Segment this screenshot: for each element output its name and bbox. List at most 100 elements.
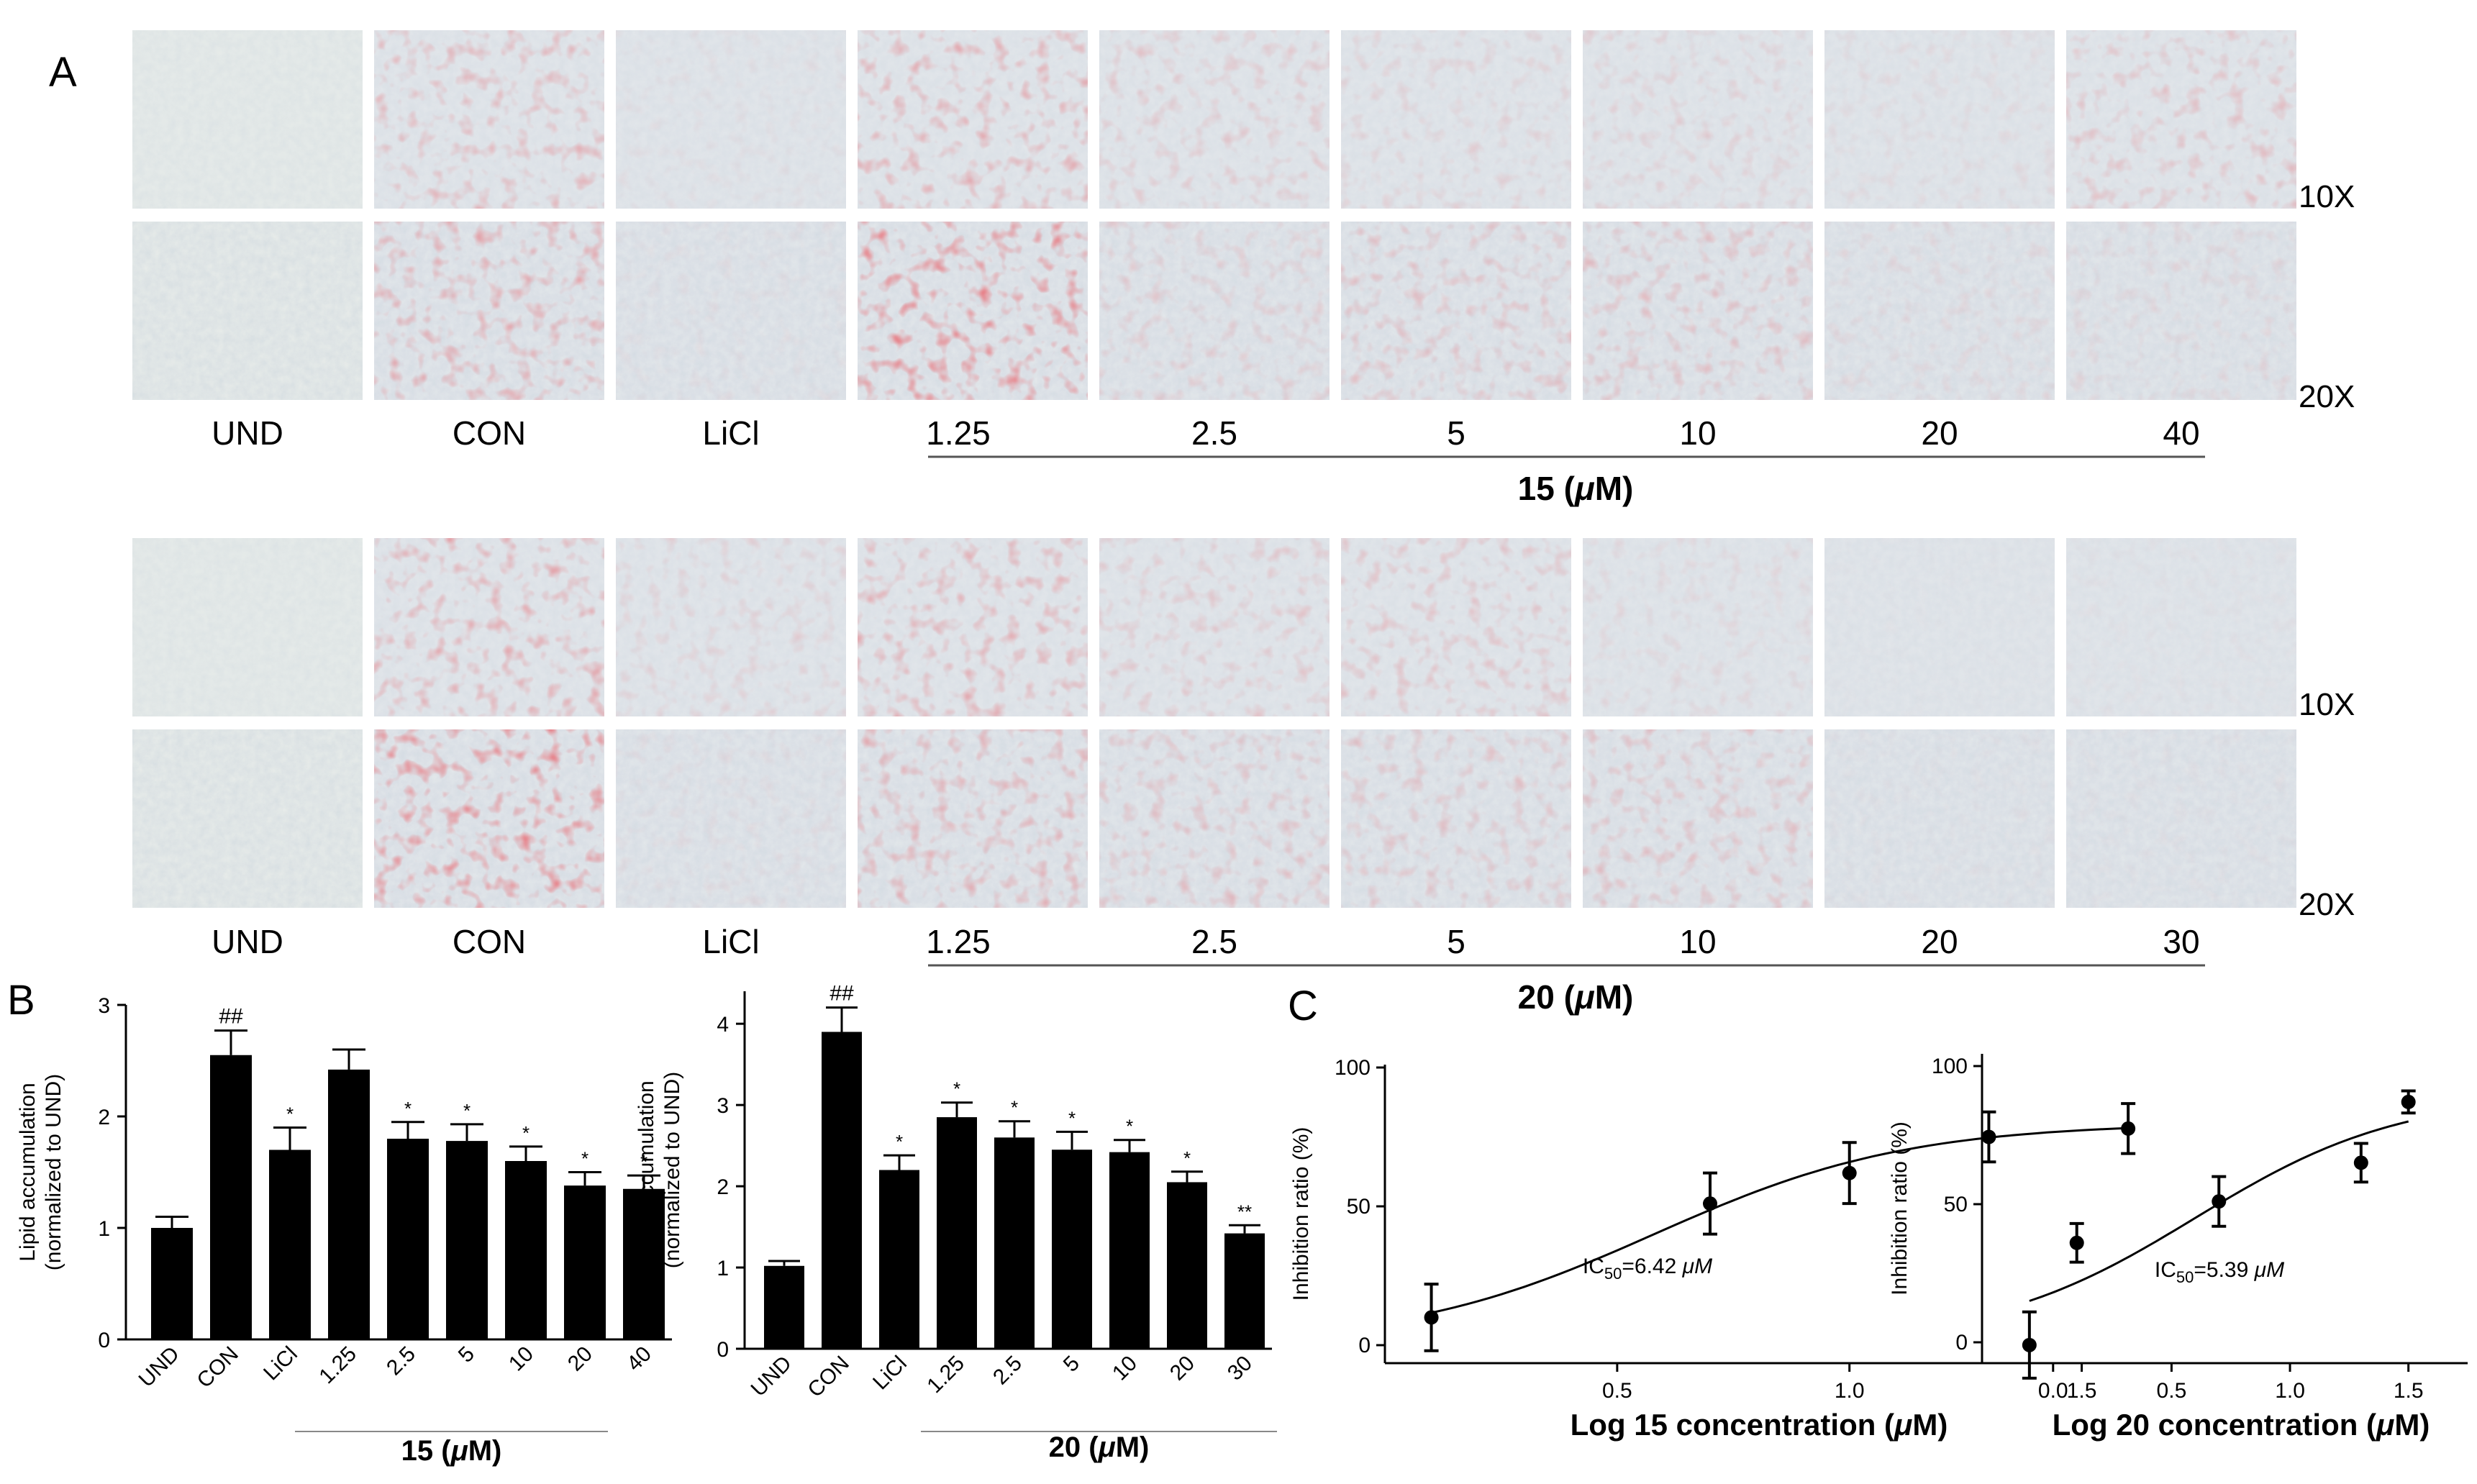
bar [151,1228,193,1339]
lipid-stain [1824,30,2055,209]
lipid-stain [1341,222,1571,400]
lipid-stain [374,222,604,400]
bar [210,1055,252,1339]
category-label: LiCl [868,1352,912,1395]
significance-mark: * [953,1078,960,1100]
condition-label: 2.5 [1191,414,1237,452]
condition-label: 2.5 [1191,923,1237,960]
micrograph-cells [132,538,363,716]
lipid-stain [616,538,846,716]
bar-chart-2: 0 1 2 3 4 Lipid accumulation (normalized to UN… [635,982,1277,1463]
condition-label: 20 [1921,923,1958,960]
data-point [2121,1121,2136,1136]
bar [1167,1182,1207,1349]
bar [764,1265,804,1349]
lipid-stain [2066,30,2296,209]
condition-label: 20 [1921,414,1958,452]
category-label: 1.25 [314,1342,361,1389]
fitted-curve [1431,1126,2129,1314]
lipid-stain [374,729,604,908]
data-point [2401,1094,2416,1109]
mu-symbol: μ [1573,978,1595,1016]
lipid-stain [616,30,846,209]
x-tick-label: 1.0 [1835,1379,1865,1403]
y-axis-label: Inhibition ratio (%) [1289,1127,1313,1301]
significance-mark: * [463,1100,471,1121]
category-label: UND [747,1352,796,1401]
data-point [1424,1310,1439,1325]
data-point [2212,1194,2227,1209]
bar [623,1188,665,1339]
ic50-value: =5.39 [2194,1258,2254,1282]
lipid-stain [858,729,1088,908]
y-tick-label: 2 [717,1175,729,1199]
bar [937,1117,977,1349]
micrograph-cells [1824,538,2055,716]
significance-mark: ** [1237,1201,1252,1222]
significance-mark: * [1126,1116,1133,1137]
y-tick-label: 3 [717,1094,729,1118]
significance-mark: * [581,1148,588,1170]
text-span: 20 ( [1049,1431,1099,1463]
lipid-stain [1583,30,1813,209]
y-tick-label: 1 [717,1257,729,1280]
x-axis-label: Log 15 concentration (μM) [1571,1408,1948,1442]
x-tick-label: 0.0 [2038,1379,2068,1403]
y-tick-label: 50 [1944,1193,1968,1216]
ic50-prefix: IC [1583,1255,1604,1278]
lipid-stain [616,222,846,400]
y-tick-label: 4 [717,1013,729,1037]
y-axis-label: Inhibition ratio (%) [1888,1121,1912,1296]
bar [1224,1233,1265,1349]
category-label: CON [803,1352,853,1402]
y-tick-label: 1 [98,1217,110,1241]
group-label: 15 (μM) [1518,470,1634,507]
lipid-stain [1099,538,1330,716]
data-point [1703,1196,1717,1211]
ic50-annotation: IC50=5.39 μM [2155,1258,2284,1286]
condition-label: 10 [1679,923,1716,960]
category-label: 2.5 [988,1352,1027,1390]
lipid-stain [1583,538,1813,716]
significance-mark: * [1068,1107,1076,1129]
text-span: M) [1912,1408,1947,1442]
category-label: UND [135,1342,184,1392]
lipid-stain [1583,729,1813,908]
y-axis-label-2: (normalized to UND) [42,1074,65,1270]
ic50-unit: μM [1682,1255,1712,1278]
mu-symbol: μ [1894,1408,1912,1442]
bar [446,1141,488,1339]
category-label: 5 [1059,1352,1084,1377]
data-point [2022,1337,2037,1352]
panel-c-dose-response: 0 50 100 0.5 1.0 1.5 Inhibition ratio (%) Log 1… [1289,1054,2468,1442]
x-tick-label: 0.5 [2157,1379,2187,1403]
y-axis-label-2: (normalized to UND) [660,1072,684,1268]
category-label: 2.5 [382,1342,420,1380]
lipid-stain [1099,729,1330,908]
category-label: 10 [504,1342,538,1376]
data-point [2069,1235,2084,1250]
condition-label: UND [212,923,283,960]
ic50-unit: μM [2254,1258,2284,1282]
condition-label: 1.25 [926,414,991,452]
significance-mark: * [1011,1097,1018,1119]
condition-label: 5 [1447,923,1465,960]
bar [1109,1152,1150,1349]
magnification-label: 20X [2299,887,2355,922]
text-span: M) [2394,1408,2430,1442]
lipid-stain [858,538,1088,716]
lipid-stain [1824,538,2055,716]
bar [328,1069,370,1339]
magnification-label: 20X [2299,379,2355,414]
micrograph-cells [132,222,363,400]
lipid-stain [1824,729,2055,908]
panel-b-letter: B [7,977,35,1024]
panel-c-letter: C [1288,983,1318,1029]
text-span: 15 ( [1518,470,1576,507]
category-label: 30 [1223,1352,1257,1385]
category-label: 10 [1108,1352,1142,1385]
ic50-subscript: 50 [2176,1268,2194,1286]
